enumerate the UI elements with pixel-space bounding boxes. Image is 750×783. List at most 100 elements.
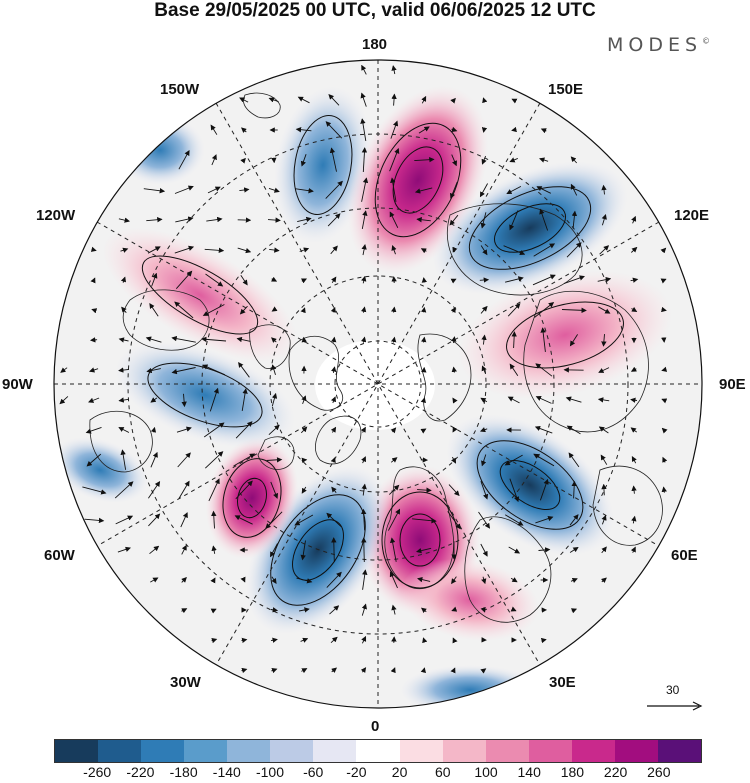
wind-arrow xyxy=(120,276,127,283)
colorbar xyxy=(54,739,702,763)
wind-arrow xyxy=(176,426,192,433)
wind-arrow xyxy=(269,247,280,253)
wind-arrow xyxy=(148,513,161,527)
wind-arrow xyxy=(540,637,547,644)
wind-arrow xyxy=(479,427,488,433)
wind-arrow xyxy=(601,577,607,584)
wind-arrow xyxy=(361,177,369,202)
wind-arrow xyxy=(506,186,522,195)
wind-arrow xyxy=(569,547,579,553)
wind-arrow xyxy=(416,547,432,554)
wind-arrow xyxy=(390,667,396,674)
modes-logo: MODES© xyxy=(607,34,710,56)
wind-arrow xyxy=(143,188,166,194)
wind-arrow xyxy=(478,511,491,529)
wind-arrow xyxy=(361,537,367,563)
colorbar-tick-label: -220 xyxy=(126,764,155,780)
wind-arrow xyxy=(507,303,521,317)
wind-arrow xyxy=(120,247,129,253)
wind-arrow xyxy=(451,576,457,585)
wind-arrow xyxy=(571,210,578,229)
wind-arrow xyxy=(146,367,161,374)
wind-arrow xyxy=(301,336,307,343)
wind-arrow xyxy=(510,606,517,612)
wind-arrow xyxy=(330,306,336,313)
wind-arrow xyxy=(630,546,636,553)
colorbar-segment xyxy=(399,740,443,762)
wind-arrow xyxy=(361,635,367,644)
wind-arrow xyxy=(145,336,162,343)
wind-arrow xyxy=(210,608,217,614)
wind-arrow xyxy=(509,210,519,231)
colorbar-tick-label: -140 xyxy=(212,764,241,780)
wind-arrow xyxy=(563,275,585,285)
wind-arrow xyxy=(211,545,217,554)
wind-arrow xyxy=(480,397,488,403)
wind-arrow xyxy=(361,64,367,75)
wind-arrow xyxy=(240,157,246,164)
wind-arrow xyxy=(661,427,668,434)
wind-arrow xyxy=(391,306,397,313)
wind-arrow xyxy=(630,277,639,283)
wind-arrow xyxy=(205,273,224,287)
wind-arrow xyxy=(299,607,310,613)
wind-arrow xyxy=(447,511,461,530)
wind-vectors xyxy=(59,64,668,674)
wind-arrow xyxy=(480,212,487,229)
wind-arrow xyxy=(631,306,638,312)
wind-arrow xyxy=(450,667,456,674)
copyright-mark: © xyxy=(702,36,711,46)
wind-arrow xyxy=(118,427,130,433)
wind-arrow xyxy=(360,118,367,141)
wind-arrow xyxy=(481,454,487,467)
wind-arrow xyxy=(331,667,337,674)
wind-arrow xyxy=(181,544,187,555)
wind-arrow xyxy=(630,246,638,253)
colorbar-segment xyxy=(485,740,529,762)
wind-arrow xyxy=(235,480,253,500)
wind-arrow xyxy=(509,478,520,503)
lon-label-150e: 150E xyxy=(548,81,584,98)
wind-arrow xyxy=(149,303,159,317)
wind-arrow xyxy=(360,306,367,313)
wind-arrow xyxy=(89,367,99,373)
wind-arrow xyxy=(239,97,249,103)
lon-label-60w: 60W xyxy=(44,547,75,564)
wind-arrow xyxy=(210,577,216,584)
wind-arrow xyxy=(171,367,196,375)
lon-label-60e: 60E xyxy=(671,547,698,564)
wind-arrow xyxy=(452,397,458,404)
wind-arrow xyxy=(236,336,251,343)
wind-arrow xyxy=(361,210,368,229)
wind-arrow xyxy=(331,366,337,373)
lon-label-90e: 90E xyxy=(719,376,746,393)
wind-arrow xyxy=(420,607,427,614)
wind-arrow xyxy=(234,515,253,525)
colorbar-segment xyxy=(270,740,314,762)
wind-arrow xyxy=(480,245,488,256)
wind-arrow xyxy=(601,483,607,496)
wind-arrow xyxy=(360,336,367,343)
wind-arrow xyxy=(60,367,68,373)
wind-arrow xyxy=(480,481,489,500)
wind-arrow xyxy=(300,426,308,434)
wind-arrow xyxy=(202,304,225,316)
wind-arrow xyxy=(452,246,458,253)
wind-arrow xyxy=(568,452,580,468)
wind-arrow xyxy=(571,480,577,499)
wind-arrow xyxy=(271,337,277,343)
wind-arrow xyxy=(150,577,159,583)
wind-arrow xyxy=(601,184,607,195)
colorbar-tick-label: 260 xyxy=(647,764,671,780)
wind-arrow xyxy=(297,96,310,104)
wind-arrow xyxy=(330,426,337,433)
wind-arrow xyxy=(174,301,194,319)
wind-arrow xyxy=(150,426,157,433)
wind-arrow xyxy=(534,302,555,318)
wind-arrow xyxy=(174,185,194,194)
wind-arrow xyxy=(452,637,458,644)
colorbar-tick-label: 20 xyxy=(391,764,408,780)
colorbar-tick-label: -60 xyxy=(303,764,324,780)
wind-arrow xyxy=(239,305,248,315)
wind-arrow xyxy=(479,277,490,283)
